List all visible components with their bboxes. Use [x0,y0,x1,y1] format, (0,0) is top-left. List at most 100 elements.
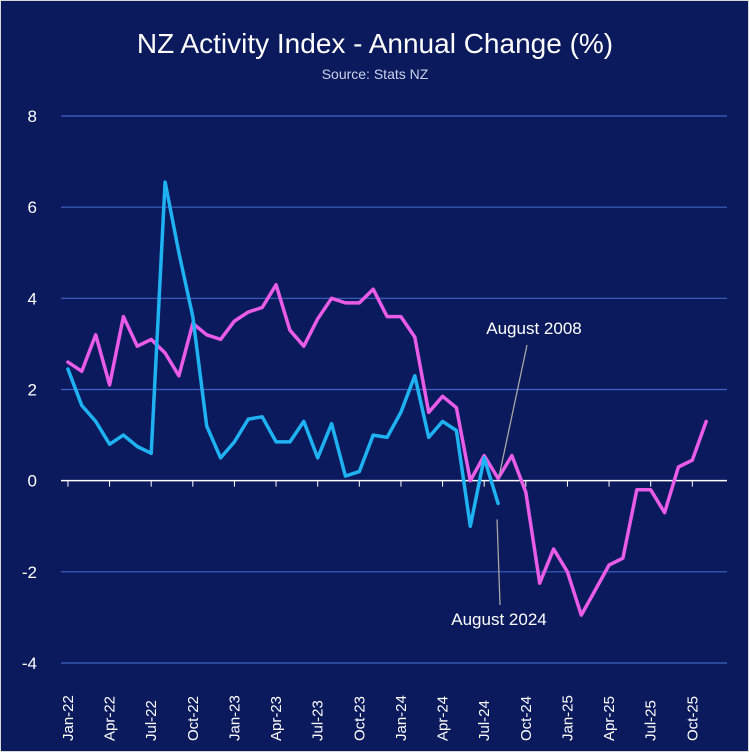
x-tick-label: Jul-24 [476,700,493,741]
data-point [233,320,236,322]
data-point [122,315,125,318]
x-tick-label: Oct-24 [518,696,535,741]
data-point [552,548,555,550]
data-point [497,502,499,505]
data-point [691,459,694,462]
y-tick-label: 8 [28,107,37,126]
data-point [497,477,499,480]
data-point [441,395,444,398]
data-point [344,302,347,304]
data-point [525,491,527,493]
data-point [330,297,333,300]
data-point [580,614,583,616]
data-point [94,334,97,336]
x-tick-label: Apr-23 [268,696,285,741]
data-point [67,361,69,363]
data-point [372,434,375,436]
chart-title: NZ Activity Index - Annual Change (%) [137,28,613,59]
annotations: August 2008 August 2024 [451,319,581,629]
y-tick-label: -4 [22,654,37,673]
data-point [594,589,596,591]
x-tick-label: Jul-23 [310,700,327,741]
series-line [66,180,500,529]
data-point [289,329,291,332]
data-point [608,564,610,566]
data-point [108,384,111,386]
data-point [192,315,194,318]
data-point [178,375,180,377]
data-point [150,452,152,455]
data-point [136,345,139,348]
annotation-leader-line [498,344,528,477]
data-point [164,352,166,354]
data-point [358,470,361,473]
data-point [261,416,264,418]
x-tick-label: Jul-22 [143,700,160,741]
data-point [247,311,250,313]
axes: -4 -2 0 2 4 6 8 Jan-22 Apr-22 Jul-22 Oct-22 Jan-23 A… [22,107,727,741]
data-point [386,436,388,439]
data-point [511,454,513,457]
x-tick-label: Apr-25 [601,696,618,741]
data-point [81,404,83,407]
y-tick-label: 2 [28,381,37,400]
data-point [108,443,111,446]
data-point [219,457,222,459]
series-august-2024 [66,180,500,529]
data-point [289,441,291,443]
series-lines [66,180,708,617]
data-point [622,557,624,559]
series-august-2008 [66,282,708,617]
x-tick-label: Jan-25 [559,695,576,741]
data-point [469,479,472,482]
chart-subtitle: Source: Stats NZ [322,66,429,82]
data-point [566,571,569,573]
data-point [400,315,402,318]
data-point [455,406,458,409]
data-point [400,411,402,414]
data-point [441,420,444,423]
data-point [122,434,125,436]
annotation-label: August 2024 [451,610,546,629]
annotation-label: August 2008 [486,319,581,338]
data-point [663,511,666,514]
data-point [538,582,541,584]
data-point [414,336,416,338]
x-tick-label: Jan-23 [226,695,243,741]
data-point [414,375,416,377]
data-point [483,457,486,459]
data-point [205,334,208,336]
data-point [386,315,388,318]
data-point [247,418,250,420]
grid-lines [61,115,727,664]
data-point [455,429,458,432]
y-tick-label: 4 [28,289,37,308]
x-tick-label: Jul-25 [643,700,660,741]
x-tick-label: Oct-23 [351,696,368,741]
y-tick-label: -2 [22,563,37,582]
x-tick-label: Apr-22 [102,696,119,741]
data-point [316,457,319,459]
data-point [219,338,222,341]
data-point [330,422,333,425]
data-point [303,420,305,423]
data-point [150,338,152,341]
data-point [372,288,375,291]
x-tick-label: Apr-24 [435,696,452,741]
data-point [233,441,236,443]
data-point [303,345,305,348]
data-point [261,306,264,309]
y-tick-label: 6 [28,198,37,217]
x-tick-label: Jan-24 [393,695,410,741]
data-point [427,411,430,414]
data-point [344,475,347,477]
data-point [469,525,472,528]
data-point [94,420,97,423]
x-tick-label: Oct-22 [185,696,202,741]
data-point [275,441,277,443]
data-point [205,425,208,427]
data-point [178,252,180,254]
data-point [427,436,430,439]
